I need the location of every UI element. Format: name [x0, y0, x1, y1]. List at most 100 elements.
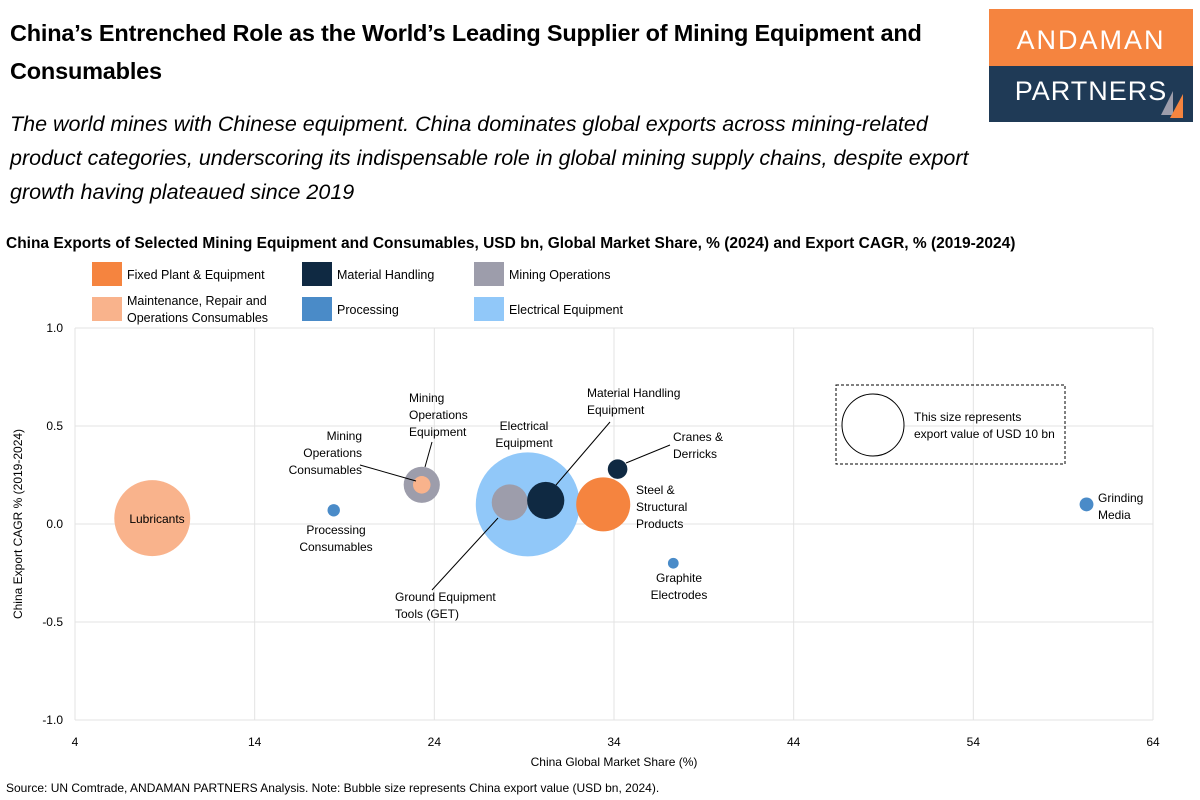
legend-label-line: Mining Operations: [509, 268, 610, 282]
leader-line-cranes-derricks: [625, 444, 671, 464]
data-label-material-handling-equipment-line: Equipment: [587, 403, 645, 417]
data-label-lubricants: Lubricants: [129, 512, 184, 526]
data-label-lubricants-line: Lubricants: [129, 512, 184, 526]
legend-label-line: Processing: [337, 303, 399, 317]
bubble-lubricants: [114, 480, 191, 557]
sail-icon: [1161, 91, 1183, 118]
legend-swatch: [474, 262, 504, 286]
y-tick-label: 0.0: [46, 517, 63, 531]
legend-label: Material Handling: [337, 268, 434, 282]
leader-line-material-handling-equipment: [555, 421, 611, 486]
x-tick-label-line: 54: [967, 735, 981, 749]
data-label-graphite-electrodes: Graphite Electrodes: [651, 571, 708, 602]
data-label-mining-operations-equipment-line: Operations: [409, 408, 468, 422]
x-tick-label-line: 24: [428, 735, 442, 749]
data-label-ground-equipment-tools-get-: Ground Equipment Tools (GET): [395, 590, 496, 621]
data-label-mining-operations-consumables-line: Consumables: [289, 463, 362, 477]
data-label-material-handling-equipment: Material Handling Equipment: [587, 386, 680, 417]
page-subtitle: The world mines with Chinese equipment. …: [10, 112, 969, 204]
andaman-partners-logo: ANDAMAN PARTNERS: [989, 9, 1193, 122]
bubble-graphite-electrodes: [667, 557, 679, 569]
logo-line1: ANDAMAN: [989, 9, 1193, 66]
legend-swatch: [92, 262, 122, 286]
data-label-processing-consumables-line: Consumables: [299, 540, 372, 554]
bubble-cranes-derricks: [607, 459, 628, 479]
data-label-steel-structural-products-line: Steel &: [636, 483, 675, 497]
x-tick-label: 34: [607, 735, 621, 749]
data-label-mining-operations-consumables-line: Mining: [327, 429, 362, 443]
y-tick-label: 1.0: [46, 321, 63, 335]
data-label-electrical-equipment-line: Electrical: [500, 419, 549, 433]
legend-swatch: [474, 297, 504, 321]
bubble-processing-consumables: [327, 504, 340, 517]
bubble-electrical-equipment: [475, 452, 580, 557]
x-tick-label: 64: [1146, 735, 1160, 749]
size-legend-bubble: [841, 393, 905, 457]
y-axis-label-line: China Export CAGR % (2019-2024): [11, 429, 25, 619]
legend-label-line: Electrical Equipment: [509, 303, 623, 317]
data-label-mining-operations-consumables-line: Operations: [303, 446, 362, 460]
x-tick-label-line: 44: [787, 735, 801, 749]
page-title: China’s Entrenched Role as the World’s L…: [10, 20, 922, 84]
size-legend-text: This size represents export value of USD …: [914, 410, 1055, 441]
data-label-mining-operations-equipment-line: Equipment: [409, 425, 467, 439]
data-label-processing-consumables-line: Processing: [306, 523, 365, 537]
data-label-cranes-derricks-line: Cranes &: [673, 430, 723, 444]
data-label-grinding-media: Grinding Media: [1098, 491, 1143, 522]
x-tick-label: 4: [72, 735, 79, 749]
leader-line-mining-operations-consumables: [359, 464, 417, 482]
data-label-steel-structural-products: Steel & Structural Products: [636, 483, 687, 531]
y-tick-label-line: -0.5: [42, 615, 63, 629]
data-label-steel-structural-products-line: Products: [636, 517, 683, 531]
legend-swatch: [92, 297, 122, 321]
leader-line-mining-operations-equipment: [424, 441, 433, 468]
size-legend-box: [835, 384, 1066, 465]
bubble-mining-operations-consumables: [412, 476, 431, 494]
x-tick-label: 44: [787, 735, 801, 749]
x-tick-label-line: 14: [248, 735, 262, 749]
x-tick-label-line: 4: [72, 735, 79, 749]
y-tick-label: -0.5: [42, 615, 63, 629]
x-tick-label: 54: [967, 735, 981, 749]
x-axis-label: China Global Market Share (%): [531, 755, 698, 769]
data-label-grinding-media-line: Media: [1098, 508, 1131, 522]
legend-label: Electrical Equipment: [509, 303, 623, 317]
bubble-grinding-media: [1079, 497, 1094, 512]
x-axis-label-line: China Global Market Share (%): [531, 755, 698, 769]
y-tick-label: -1.0: [42, 713, 63, 727]
y-tick-label-line: 1.0: [46, 321, 63, 335]
data-label-cranes-derricks-line: Derricks: [673, 447, 717, 461]
bubble-steel-structural-products: [576, 477, 631, 532]
legend-label: Processing: [337, 303, 399, 317]
bubble-mining-operations-equipment: [403, 466, 440, 503]
bubble-material-handling-equipment: [527, 481, 565, 520]
data-label-electrical-equipment: Electrical Equipment: [495, 419, 553, 450]
data-label-graphite-electrodes-line: Graphite: [656, 571, 702, 585]
data-label-ground-equipment-tools-get--line: Ground Equipment: [395, 590, 496, 604]
y-tick-label: 0.5: [46, 419, 63, 433]
data-label-material-handling-equipment-line: Material Handling: [587, 386, 680, 400]
chart-title: China Exports of Selected Mining Equipme…: [6, 235, 1016, 252]
legend-label: Mining Operations: [509, 268, 610, 282]
legend-label-line: Maintenance, Repair and: [127, 294, 267, 308]
legend-label-line: Operations Consumables: [127, 311, 268, 325]
bubble-ground-equipment-tools-get-: [491, 484, 528, 521]
data-label-cranes-derricks: Cranes & Derricks: [673, 430, 723, 461]
data-label-electrical-equipment-line: Equipment: [495, 436, 553, 450]
data-label-mining-operations-consumables: Mining Operations Consumables: [289, 429, 362, 477]
y-axis-label: China Export CAGR % (2019-2024): [11, 429, 25, 619]
legend-label-line: Material Handling: [337, 268, 434, 282]
logo-line2: PARTNERS: [989, 66, 1193, 122]
data-label-graphite-electrodes-line: Electrodes: [651, 588, 708, 602]
x-tick-label: 24: [428, 735, 442, 749]
x-tick-label-line: 34: [607, 735, 621, 749]
size-legend-text-line: This size represents: [914, 410, 1021, 424]
size-legend-text-line: export value of USD 10 bn: [914, 427, 1055, 441]
legend-swatch: [302, 262, 332, 286]
y-tick-label-line: 0.0: [46, 517, 63, 531]
leader-line-ground-equipment-tools-get-: [431, 517, 499, 591]
data-label-steel-structural-products-line: Structural: [636, 500, 687, 514]
data-label-mining-operations-equipment: Mining Operations Equipment: [409, 391, 468, 439]
x-tick-label: 14: [248, 735, 262, 749]
data-label-mining-operations-equipment-line: Mining: [409, 391, 444, 405]
